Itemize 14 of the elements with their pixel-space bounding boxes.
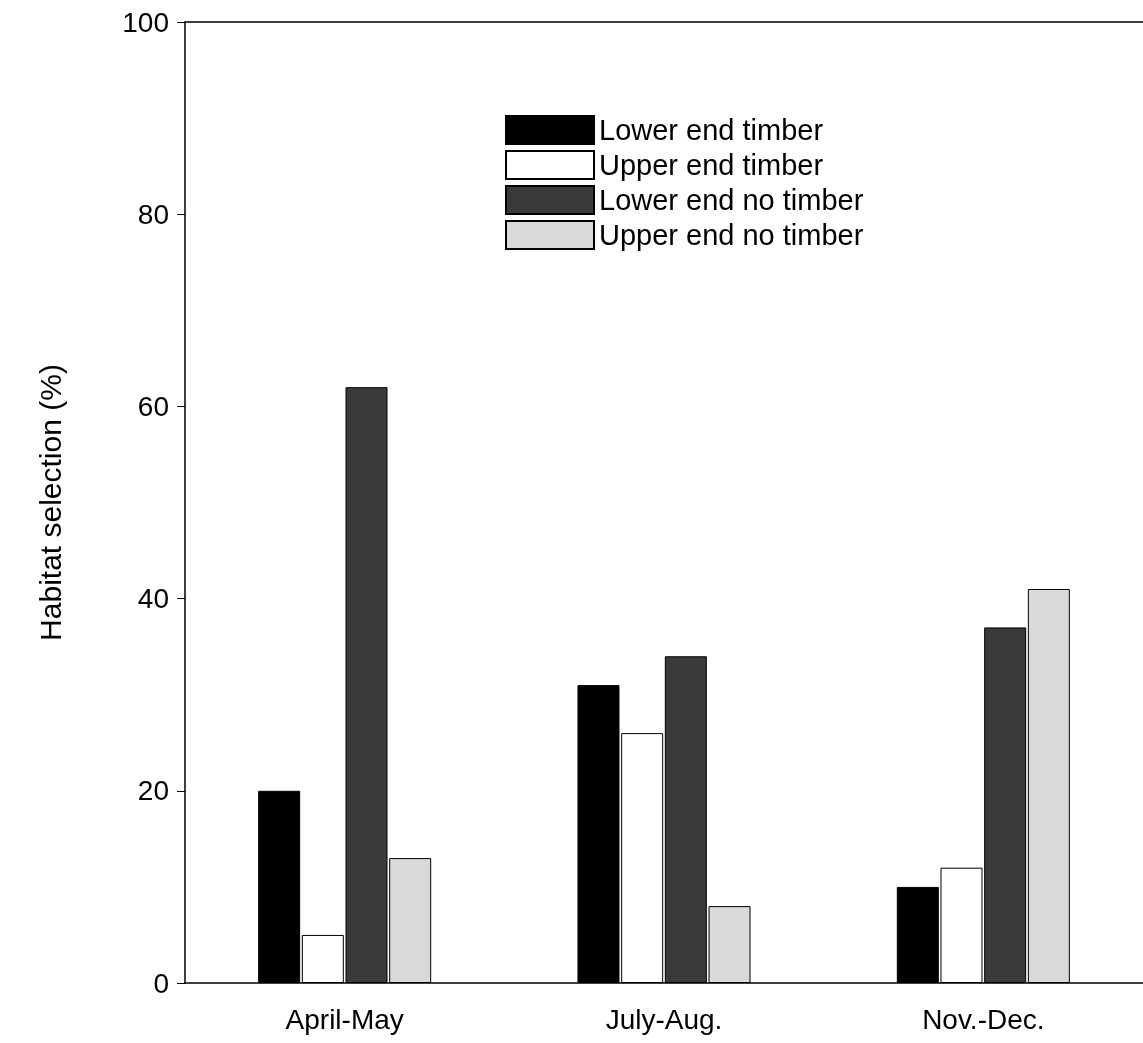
legend-label: Lower end timber (599, 114, 824, 146)
x-tick-label: July-Aug. (605, 1003, 723, 1035)
y-tick-label: 100 (122, 6, 169, 38)
y-axis-title: Habitat selection (%) (33, 364, 67, 641)
y-tick-label: 20 (137, 775, 169, 807)
x-tick-label: Nov.-Dec. (922, 1003, 1045, 1035)
y-tick-label: 80 (137, 198, 169, 230)
legend-label: Lower end no timber (599, 184, 864, 216)
y-tick-label: 60 (137, 390, 169, 422)
y-tick-label: 40 (137, 583, 169, 615)
legend-label: Upper end no timber (599, 219, 864, 251)
y-tick-label: 0 (153, 967, 169, 999)
legend-label: Upper end timber (599, 149, 824, 181)
x-tick-label: April-May (285, 1003, 404, 1035)
